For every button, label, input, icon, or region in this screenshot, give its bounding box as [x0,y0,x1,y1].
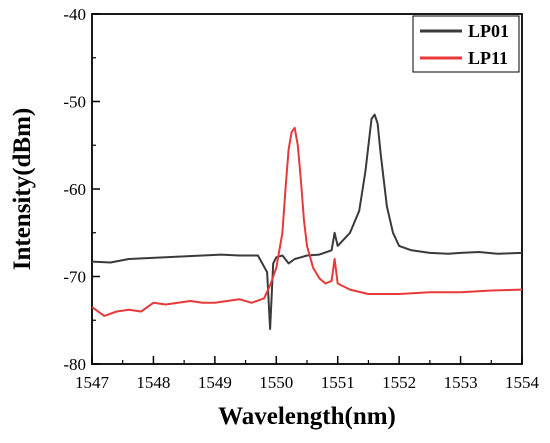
x-tick-label: 1547 [75,373,110,392]
legend-label-lp01: LP01 [468,21,509,41]
series-layer [91,113,523,330]
x-tick-label: 1554 [505,373,540,392]
y-axis-title: Intensity(dBm) [9,108,36,271]
y-tick-label: -40 [63,5,86,24]
legend: LP01 LP11 [412,15,520,73]
series-line-lp11 [91,126,523,317]
x-ticks: 1547 1548 1549 1550 1551 1552 1553 1554 [75,356,540,392]
x-tick-label: 1549 [198,373,232,392]
x-tick-label: 1548 [136,373,170,392]
legend-box [412,15,520,73]
x-tick-label: 1551 [321,373,355,392]
x-axis-title: Wavelength(nm) [218,403,396,430]
x-tick-label: 1550 [259,373,293,392]
y-tick-label: -50 [63,93,86,112]
y-ticks: -80 -70 -60 -50 -40 [63,5,100,374]
x-tick-label: 1552 [382,373,416,392]
y-tick-label: -80 [63,355,86,374]
x-tick-label: 1553 [444,373,478,392]
y-tick-label: -60 [63,180,86,199]
legend-label-lp11: LP11 [468,48,508,68]
y-tick-label: -70 [63,268,86,287]
series-line-lp01 [91,113,523,330]
